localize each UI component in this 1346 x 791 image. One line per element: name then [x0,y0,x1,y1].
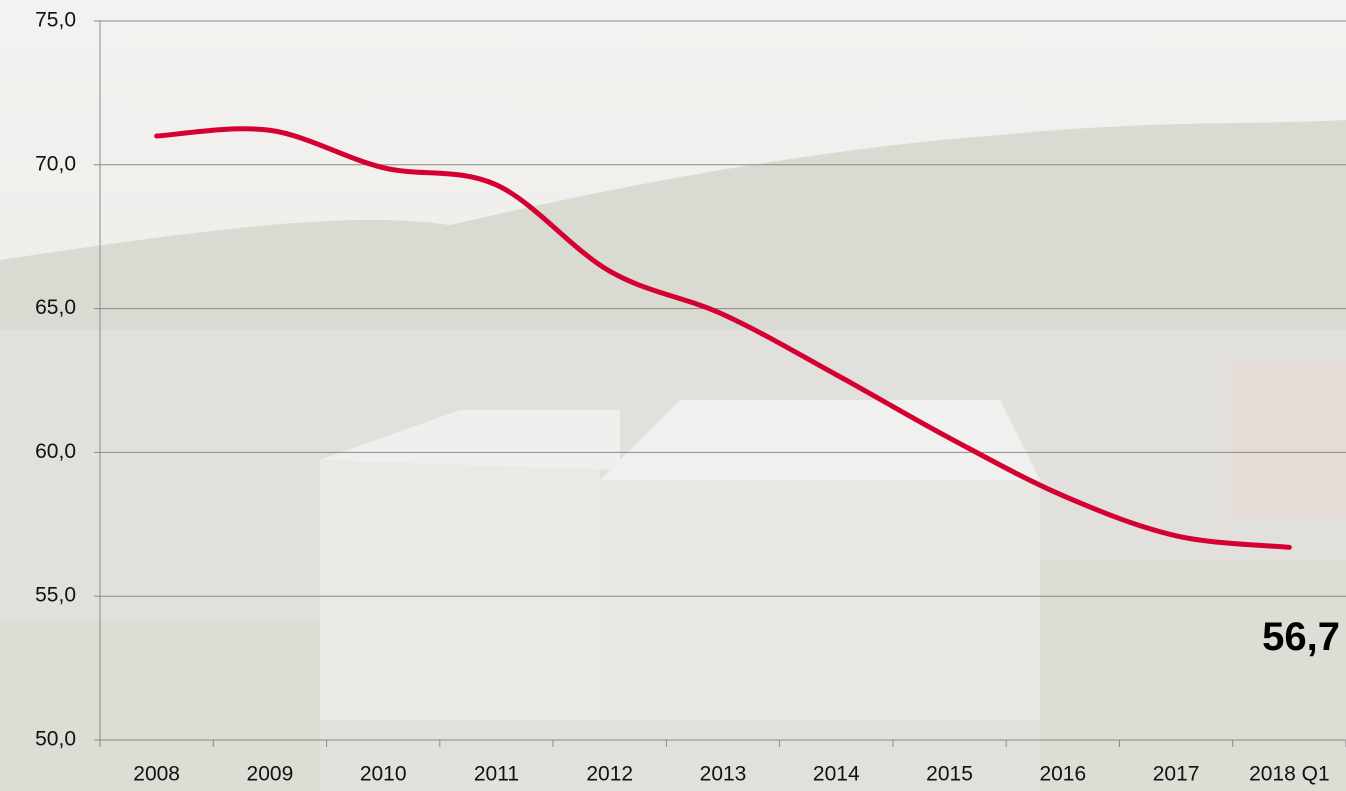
x-tick-label: 2017 [1153,763,1200,786]
x-tick-label: 2009 [247,763,294,786]
y-tick-label: 70,0 [35,152,76,175]
x-tick-label: 2018 Q1 [1249,763,1330,786]
y-tick-label: 75,0 [35,9,76,32]
x-tick-label: 2014 [813,763,860,786]
x-tick-label: 2013 [700,763,747,786]
y-tick-label: 55,0 [35,584,76,607]
x-tick-label: 2008 [133,763,180,786]
line-series [154,126,1292,550]
x-tick-label: 2011 [474,763,519,786]
y-tick-label: 50,0 [35,728,76,751]
x-tick-label: 2015 [926,763,973,786]
y-tick-label: 65,0 [35,296,76,319]
value-label: 56,7 [1262,615,1340,659]
x-tick-label: 2010 [360,763,407,786]
y-tick-label: 60,0 [35,440,76,463]
x-tick-label: 2016 [1039,763,1086,786]
x-tick-label: 2012 [586,763,633,786]
